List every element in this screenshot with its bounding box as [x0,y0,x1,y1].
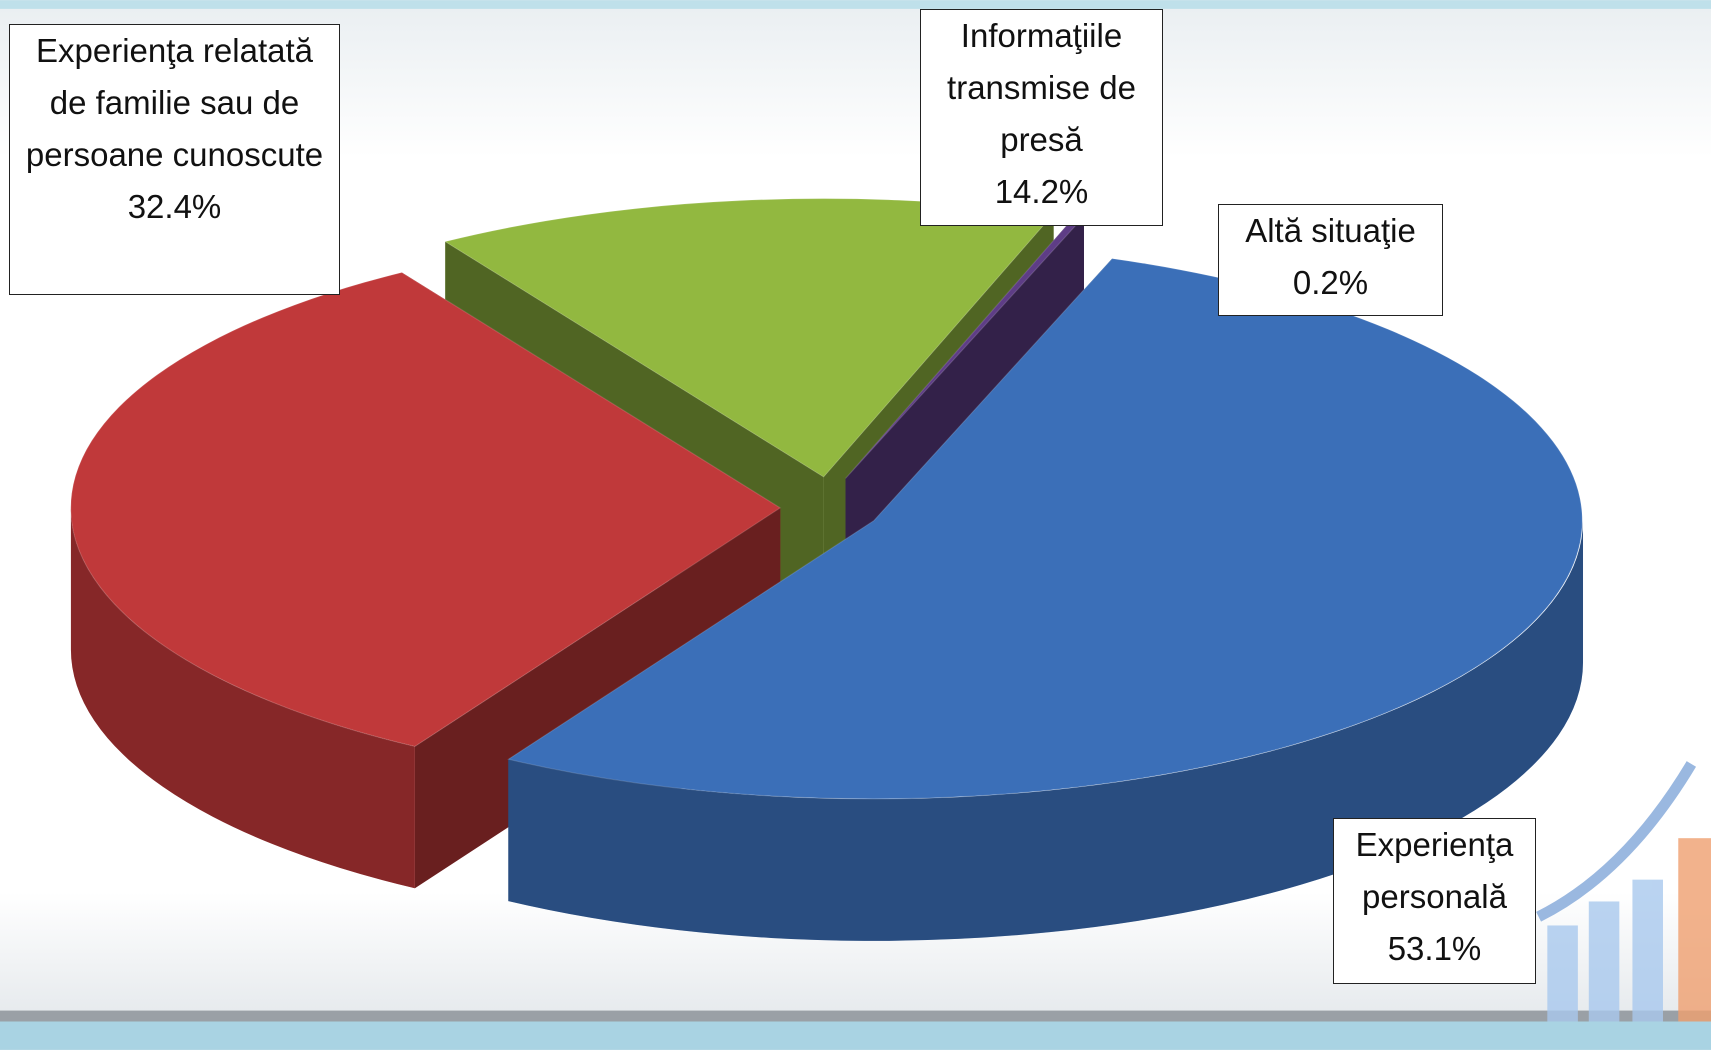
bottom-band [0,1021,1711,1050]
slice-cut-face [414,507,781,889]
category-label: Experienţa relatată de familie sau de pe… [25,32,324,173]
slice-outer-wall-shade [508,520,1584,941]
slice-outer-wall [70,507,415,889]
slice [507,258,1583,800]
decor-arrow [1536,761,1697,922]
value-label: 0.2% [1292,264,1369,301]
value-label: 14.2% [994,173,1089,210]
bottom-line [0,1010,1711,1022]
slice [70,271,782,747]
slice-outer-wall-shade [70,507,415,889]
top-band [0,0,1711,9]
decor-bars [1547,838,1711,1022]
slice-cut-face-shade [414,507,781,889]
category-label: Informaţiile transmise de presă [947,17,1136,158]
slice-label: Informaţiile transmise de presă 14.2% [920,9,1163,226]
category-label: Altă situaţie [1245,212,1416,249]
value-label: 32.4% [127,188,222,225]
slice-outer-wall [508,520,1584,941]
category-label: Experienţa personală [1355,826,1514,915]
value-label: 53.1% [1387,930,1482,967]
slice-label: Experienţa personală 53.1% [1333,818,1536,984]
slice-label: Experienţa relatată de familie sau de pe… [9,24,340,295]
slice-label: Altă situaţie 0.2% [1218,204,1443,316]
pie [70,198,1584,941]
